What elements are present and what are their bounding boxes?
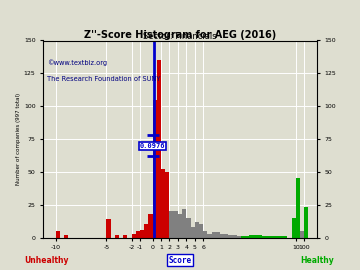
Bar bbox=[292, 218, 296, 238]
Text: Healthy: Healthy bbox=[300, 256, 334, 265]
Bar bbox=[195, 222, 199, 238]
Bar bbox=[148, 214, 153, 238]
Bar bbox=[300, 231, 304, 238]
Bar bbox=[237, 236, 241, 238]
Bar bbox=[144, 224, 148, 238]
Bar bbox=[182, 209, 186, 238]
Bar bbox=[275, 236, 279, 238]
Text: Sector: Financials: Sector: Financials bbox=[143, 32, 217, 41]
Text: Score: Score bbox=[168, 256, 192, 265]
Bar bbox=[296, 178, 300, 238]
Bar bbox=[170, 211, 174, 238]
Bar bbox=[212, 232, 216, 238]
Bar bbox=[186, 218, 190, 238]
Bar bbox=[220, 234, 224, 238]
Bar bbox=[279, 236, 283, 238]
Bar bbox=[228, 235, 233, 238]
Bar bbox=[190, 227, 195, 238]
Bar bbox=[136, 231, 140, 238]
Bar bbox=[140, 230, 144, 238]
Bar bbox=[161, 169, 165, 238]
Bar bbox=[64, 235, 68, 238]
Bar bbox=[207, 234, 212, 238]
Bar bbox=[157, 60, 161, 238]
Bar bbox=[283, 236, 287, 238]
Bar bbox=[132, 234, 136, 238]
Bar bbox=[115, 235, 119, 238]
Bar bbox=[262, 236, 266, 238]
Bar bbox=[245, 236, 249, 238]
Bar bbox=[258, 235, 262, 238]
Text: ©www.textbiz.org: ©www.textbiz.org bbox=[47, 59, 107, 66]
Bar bbox=[216, 232, 220, 238]
Text: 0.0976: 0.0976 bbox=[140, 143, 165, 148]
Bar bbox=[56, 231, 60, 238]
Bar bbox=[270, 236, 275, 238]
Bar bbox=[266, 236, 270, 238]
Bar bbox=[153, 100, 157, 238]
Text: Unhealthy: Unhealthy bbox=[24, 256, 69, 265]
Bar bbox=[304, 207, 309, 238]
Bar bbox=[178, 214, 182, 238]
Bar bbox=[106, 219, 111, 238]
Bar bbox=[249, 235, 254, 238]
Bar bbox=[241, 236, 245, 238]
Y-axis label: Number of companies (997 total): Number of companies (997 total) bbox=[16, 93, 21, 185]
Bar bbox=[199, 224, 203, 238]
Text: The Research Foundation of SUNY: The Research Foundation of SUNY bbox=[47, 76, 160, 82]
Bar bbox=[165, 172, 170, 238]
Bar bbox=[203, 231, 207, 238]
Bar bbox=[233, 235, 237, 238]
Title: Z''-Score Histogram for AEG (2016): Z''-Score Histogram for AEG (2016) bbox=[84, 30, 276, 40]
Bar bbox=[254, 235, 258, 238]
Bar bbox=[174, 211, 178, 238]
Bar bbox=[224, 234, 228, 238]
Bar bbox=[123, 235, 127, 238]
